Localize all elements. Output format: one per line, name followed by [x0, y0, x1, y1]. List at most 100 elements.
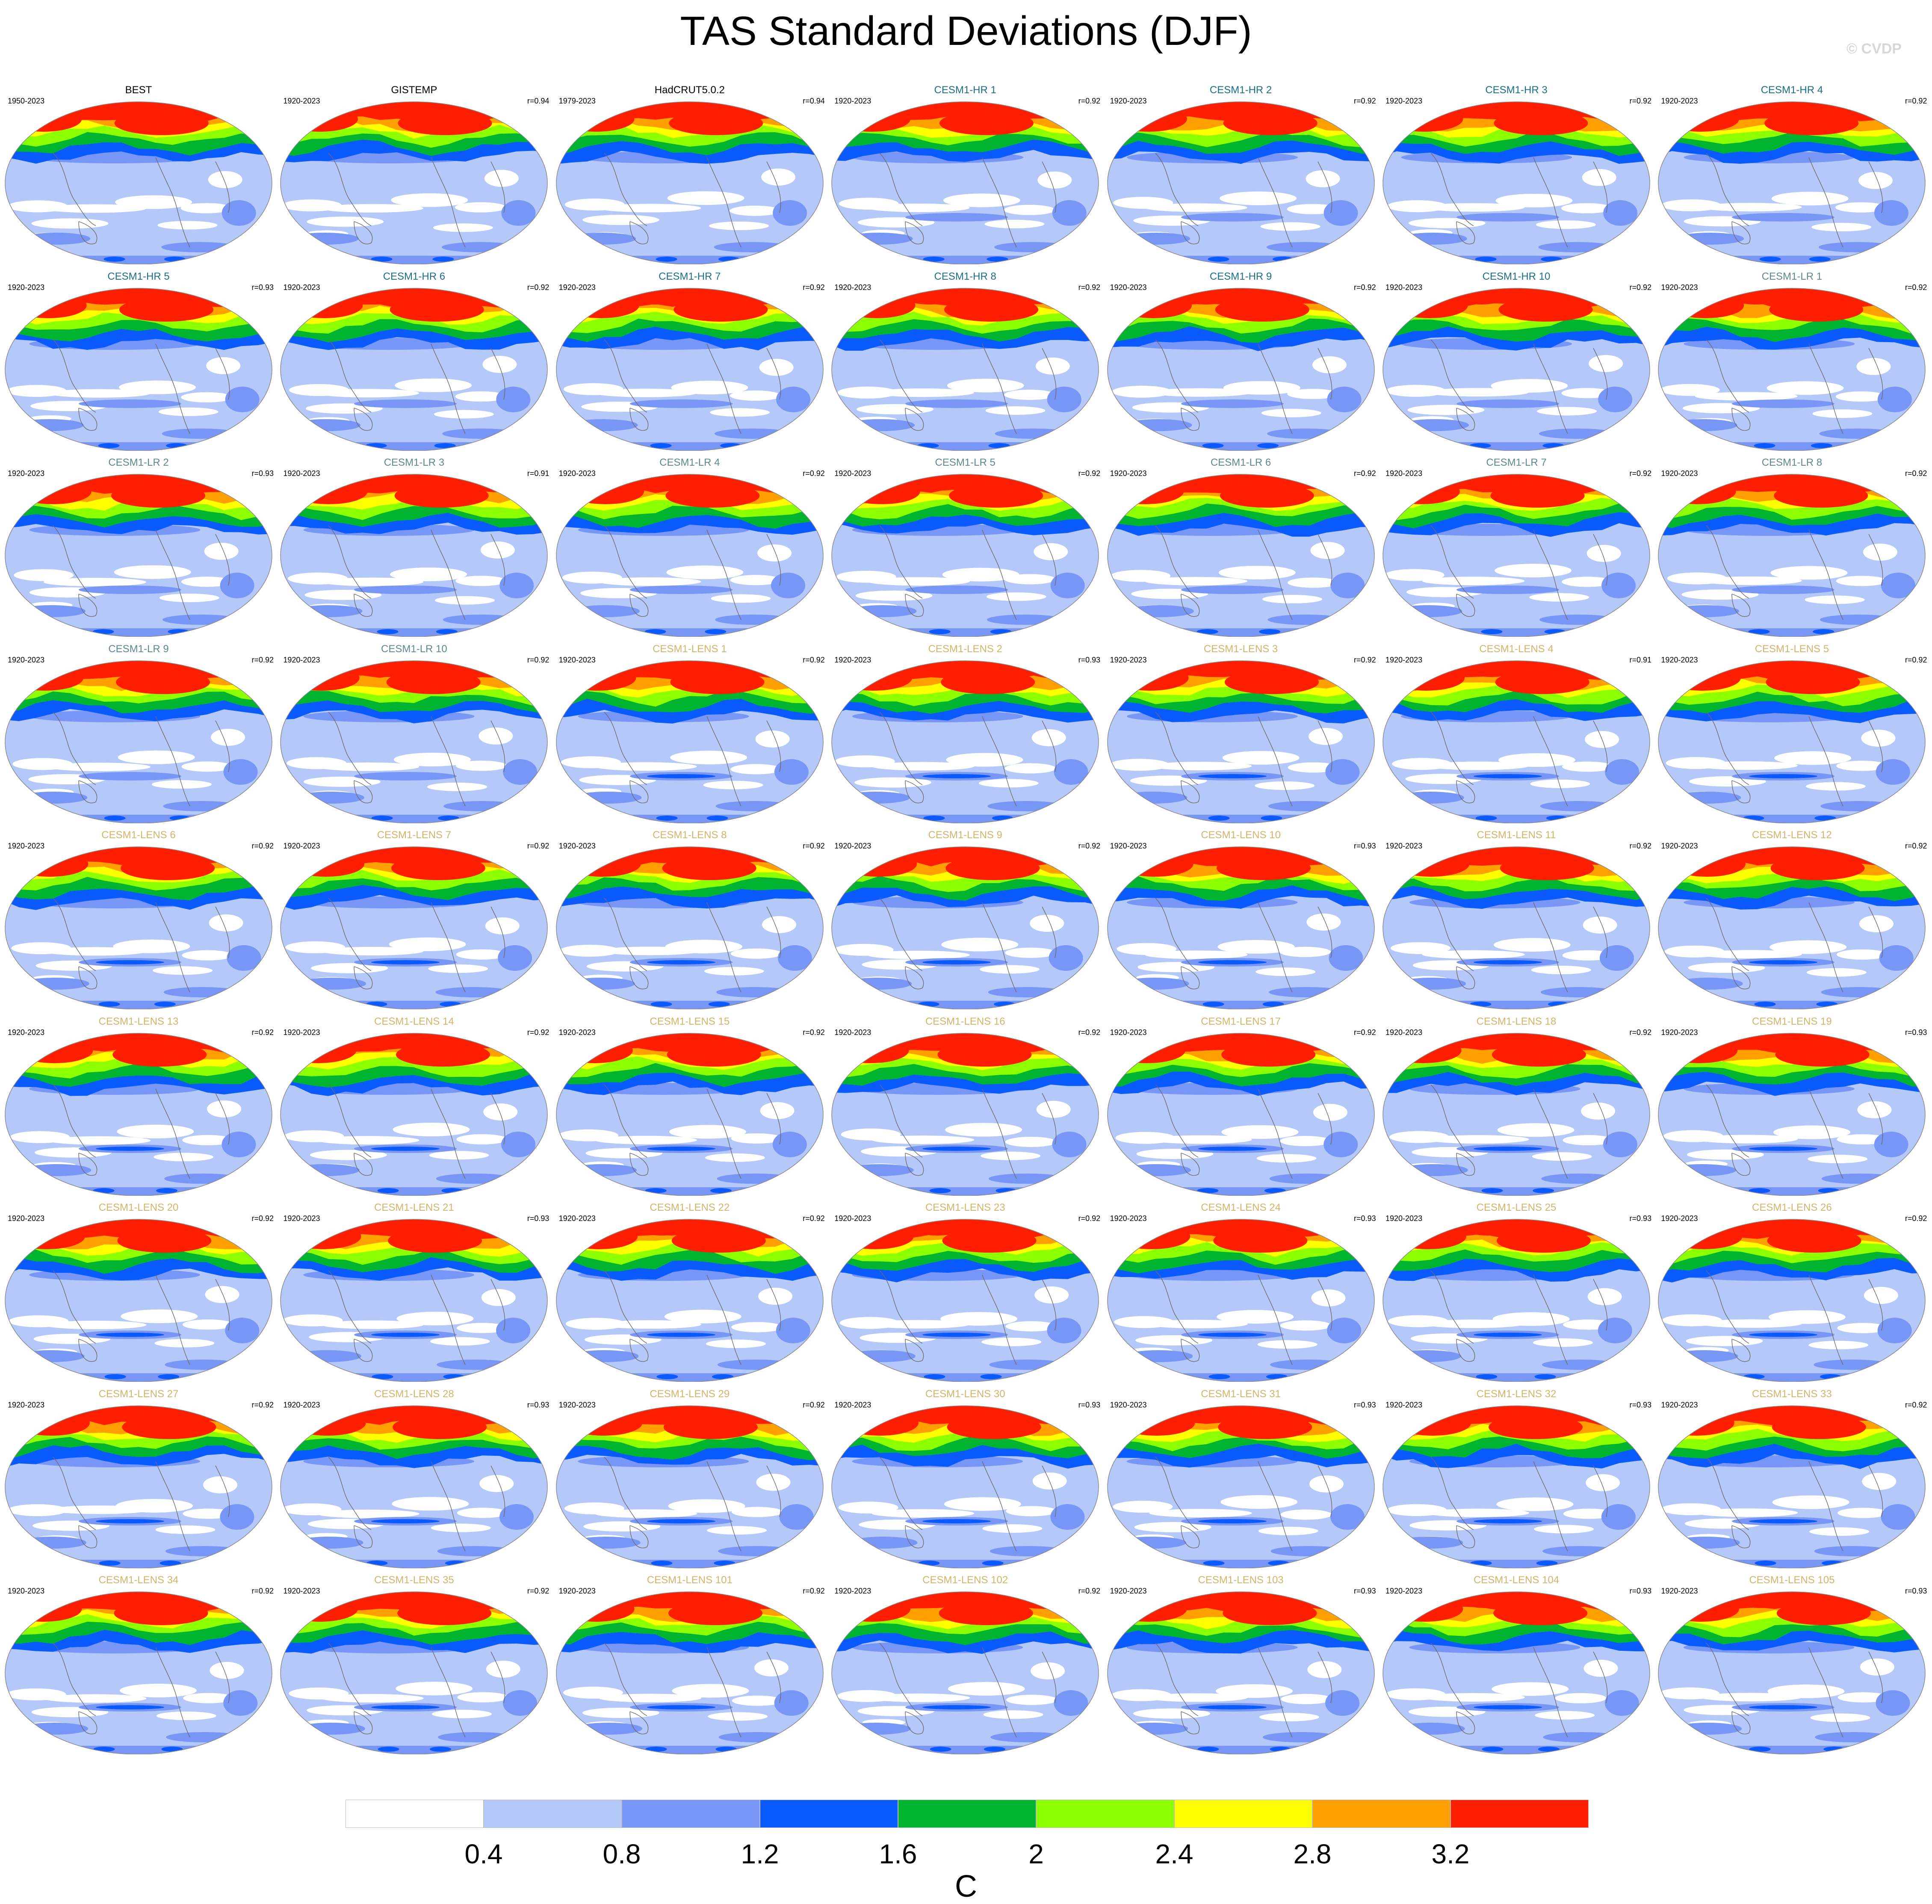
- antarctic-patch: [770, 629, 792, 634]
- enso-band: [1181, 399, 1284, 408]
- map-panel: BEST 1950-2023: [2, 85, 275, 264]
- low-variability-area: [1561, 203, 1613, 213]
- coastline: [982, 1461, 1017, 1551]
- map-border: [5, 660, 272, 823]
- panel-correlation: r=0.93: [1354, 842, 1376, 850]
- map-border: [1107, 1405, 1375, 1568]
- coastline: [1706, 339, 1749, 413]
- sd-patch: [1124, 1350, 1193, 1362]
- coastline: [1808, 1274, 1844, 1365]
- panel-years: 1920-2023: [1661, 1028, 1698, 1037]
- coastline: [431, 529, 466, 620]
- coastline: [766, 1093, 781, 1144]
- panel-title: CESM1-LENS 29: [650, 1388, 730, 1400]
- low-variability-area: [940, 1312, 1018, 1326]
- antarctic-band: [556, 256, 823, 264]
- sd-patch: [498, 945, 532, 971]
- sd-patch: [774, 759, 809, 785]
- low-variability-area: [1134, 1522, 1211, 1532]
- antarctic-patch: [1144, 1560, 1166, 1566]
- antarctic-patch: [1596, 629, 1618, 634]
- antarctic-band: [832, 442, 1099, 451]
- low-variability-area: [1699, 576, 1802, 585]
- antarctic-band: [1658, 1187, 1926, 1196]
- antarctic-patch: [231, 257, 253, 262]
- coastline: [706, 1461, 741, 1551]
- high-variability-area: [11, 851, 89, 877]
- high-variability-area: [560, 1224, 638, 1249]
- antarctic-band: [832, 1746, 1099, 1754]
- coastline: [1593, 1093, 1608, 1144]
- low-variability-area: [316, 1135, 419, 1144]
- panel-years: 1920-2023: [1661, 1587, 1698, 1595]
- enso-band: [1456, 213, 1559, 222]
- sd-patch: [1262, 1732, 1340, 1742]
- low-variability-area: [1422, 203, 1525, 212]
- high-variability-area: [1498, 297, 1593, 322]
- low-variability-area: [310, 1150, 387, 1160]
- panel-title: CESM1-LENS 30: [925, 1388, 1005, 1400]
- antarctic-patch: [98, 443, 120, 448]
- coastline: [1155, 712, 1198, 785]
- low-variability-area: [182, 1135, 234, 1145]
- coastline: [1042, 161, 1057, 213]
- antarctic-patch: [219, 443, 241, 448]
- coastline: [1155, 525, 1198, 599]
- map-border: [1107, 287, 1375, 451]
- coastline: [1593, 534, 1608, 586]
- sd-patch: [297, 1723, 366, 1735]
- low-variability-area: [1426, 1135, 1529, 1144]
- low-variability-area: [48, 1136, 151, 1145]
- low-variability-area: [730, 390, 781, 401]
- panel-years: 1920-2023: [1661, 469, 1698, 478]
- coastline: [629, 966, 649, 990]
- coastline: [1430, 525, 1474, 599]
- high-variability-area: [1664, 665, 1741, 691]
- coastline: [1430, 712, 1474, 785]
- low-variability-area: [1306, 170, 1340, 187]
- low-variability-area: [1034, 1286, 1069, 1304]
- coastline: [53, 898, 96, 971]
- antarctic-patch: [1875, 1747, 1897, 1752]
- low-variability-area: [47, 762, 151, 771]
- coastline: [328, 153, 372, 226]
- antarctic-band: [1107, 628, 1374, 637]
- low-variability-area: [1287, 577, 1339, 588]
- high-variability-area: [1769, 297, 1864, 322]
- low-variability-area: [1149, 388, 1252, 397]
- sd-patch: [717, 1173, 794, 1184]
- low-variability-area: [708, 1712, 768, 1721]
- low-variability-area: [209, 914, 243, 931]
- sd-patch: [1330, 573, 1365, 598]
- enso-band: [1456, 399, 1559, 408]
- antarctic-patch: [506, 629, 528, 634]
- antarctic-patch: [1690, 443, 1712, 448]
- low-variability-area: [1812, 409, 1873, 418]
- antarctic-patch: [1601, 1374, 1622, 1379]
- low-variability-area: [762, 916, 796, 933]
- panel-title: CESM1-LR 6: [1210, 457, 1271, 468]
- panel-title: CESM1-LENS 33: [1752, 1388, 1832, 1400]
- high-variability-area: [281, 1596, 358, 1622]
- enso-band-core: [1749, 1705, 1818, 1709]
- panel-correlation: r=0.93: [1354, 1400, 1376, 1409]
- antarctic-band: [1383, 1746, 1650, 1754]
- antarctic-patch: [1411, 1747, 1433, 1752]
- global-map: [831, 474, 1099, 637]
- antarctic-patch: [990, 629, 1012, 634]
- low-variability-area: [321, 1694, 424, 1703]
- sd-patch: [1881, 1504, 1915, 1530]
- antarctic-patch: [1140, 1374, 1161, 1379]
- panel-title: CESM1-LENS 11: [1477, 829, 1556, 841]
- panel-years: 1920-2023: [834, 283, 871, 292]
- low-variability-area: [1262, 594, 1322, 603]
- low-variability-area: [118, 380, 196, 394]
- coastline: [905, 780, 924, 803]
- map-panel: CESM1-HR 2 1920-2023 r=0.92: [1104, 85, 1378, 264]
- global-map: [831, 846, 1099, 1009]
- antarctic-patch: [371, 257, 393, 262]
- map-panel: CESM1-LENS 101 1920-2023 r=0.92: [553, 1575, 827, 1754]
- panel-grid: BEST 1950-2023 GISTEMP 1920-2023 r=0.94 HadCR…: [2, 85, 1927, 1754]
- antarctic-patch: [1202, 1002, 1224, 1007]
- coastline: [78, 780, 97, 803]
